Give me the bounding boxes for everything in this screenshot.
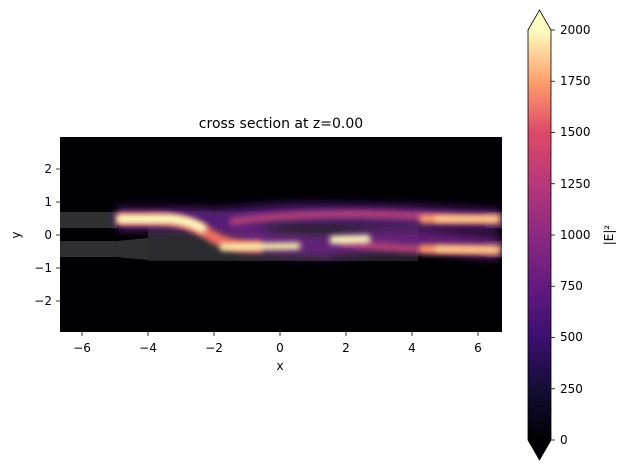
- colorbar-tick-label: 500: [560, 330, 583, 344]
- colorbar-label: |E|²: [602, 224, 616, 246]
- colorbar-tick-label: 1000: [560, 228, 591, 242]
- colorbar-tick-label: 750: [560, 279, 583, 293]
- heatmap-plot-area: [60, 137, 502, 332]
- colorbar-tick-label: 0: [560, 433, 568, 447]
- y-tick-label: 2: [44, 162, 52, 176]
- x-axis-ticks: [81, 332, 479, 336]
- x-axis-label: x: [276, 359, 284, 373]
- x-tick-label: −4: [139, 341, 157, 355]
- y-tick-label: 0: [44, 228, 52, 242]
- x-tick-label: −2: [205, 341, 223, 355]
- x-tick-label: −6: [73, 341, 91, 355]
- colorbar: [527, 9, 555, 461]
- colorbar-tick-label: 2000: [560, 23, 591, 37]
- y-tick-label: −1: [34, 261, 52, 275]
- x-tick-label: 0: [276, 341, 284, 355]
- x-tick-label: 6: [474, 341, 482, 355]
- y-tick-label: 1: [44, 195, 52, 209]
- y-axis-ticks: [56, 168, 60, 302]
- colorbar-tick-label: 250: [560, 382, 583, 396]
- chart-title: cross section at z=0.00: [198, 116, 364, 132]
- y-axis-label: y: [9, 231, 23, 239]
- colorbar-tick-label: 1250: [560, 177, 591, 191]
- x-tick-label: 2: [342, 341, 350, 355]
- x-tick-label: 4: [408, 341, 416, 355]
- colorbar-tick-label: 1750: [560, 74, 591, 88]
- y-tick-label: −2: [34, 294, 52, 308]
- colorbar-tick-label: 1500: [560, 125, 591, 139]
